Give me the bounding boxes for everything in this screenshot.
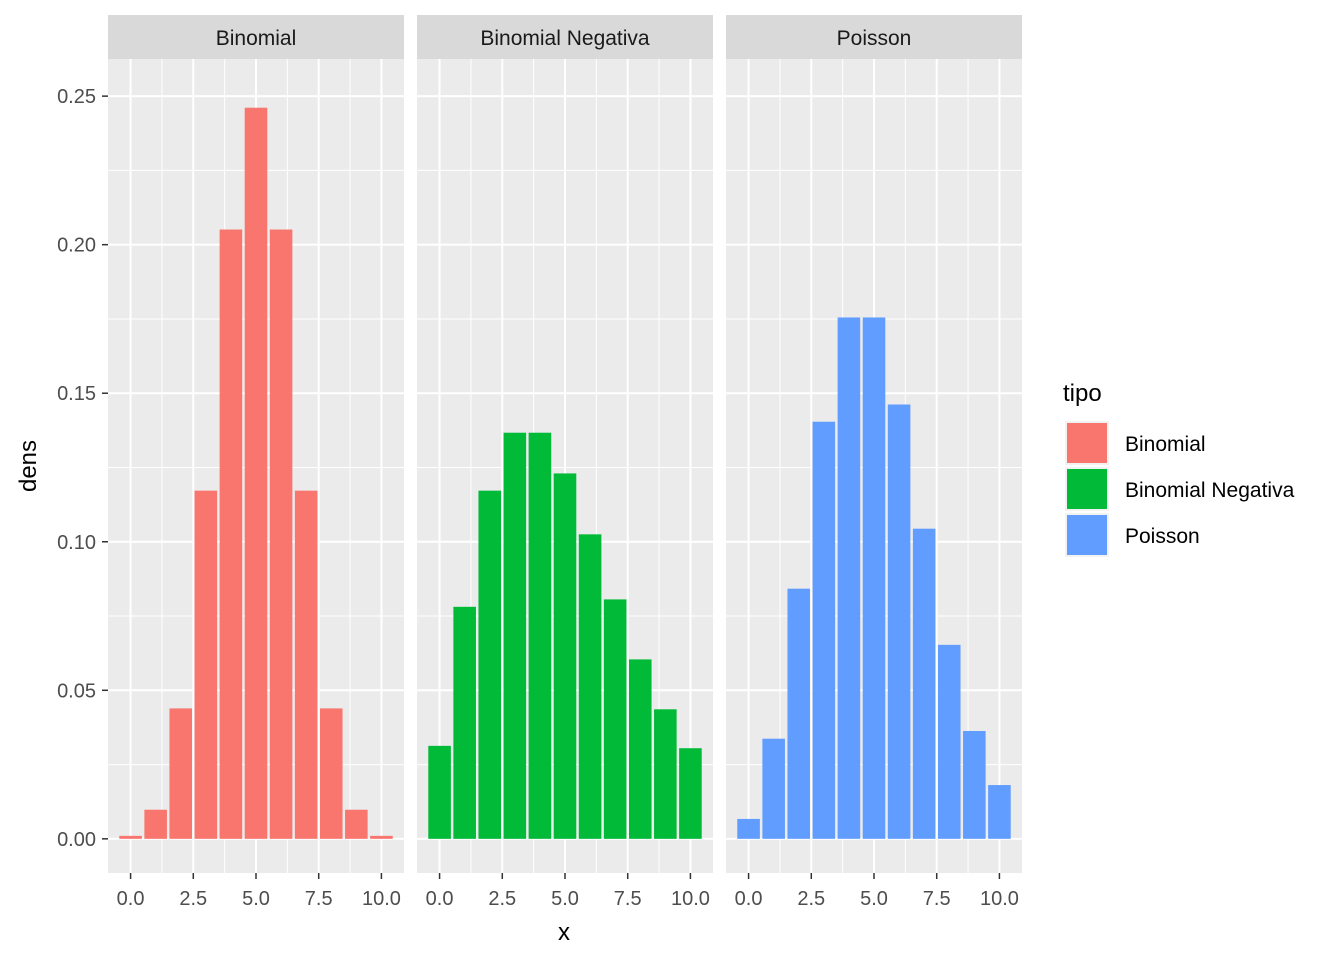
y-tick-label: 0.20 [57, 235, 96, 257]
x-tick-label: 2.5 [179, 888, 207, 910]
x-tick-label: 2.5 [797, 888, 825, 910]
x-tick-label: 5.0 [551, 888, 579, 910]
bar [244, 107, 268, 839]
y-tick-label: 0.15 [57, 383, 96, 405]
y-tick-label: 0.05 [57, 680, 96, 702]
x-tick-label: 0.0 [117, 888, 145, 910]
x-tick-label: 10.0 [980, 888, 1019, 910]
bar [837, 317, 861, 839]
legend-item-binomial-negativa: Binomial Negativa [1065, 467, 1295, 511]
y-tick-label: 0.25 [57, 86, 96, 108]
legend-label: Binomial Negativa [1125, 479, 1295, 502]
bar [654, 709, 677, 839]
bar [169, 708, 193, 839]
x-tick-label: 10.0 [362, 888, 401, 910]
bar [628, 659, 652, 839]
bar [119, 835, 142, 839]
bar [294, 490, 318, 839]
bar [862, 317, 886, 839]
bar [737, 818, 760, 839]
legend-label: Poisson [1125, 525, 1200, 548]
bar [937, 644, 961, 839]
legend: tipo Binomial Binomial Negativa Poisson [1063, 380, 1295, 557]
x-tick-label: 5.0 [242, 888, 270, 910]
x-axis-title: x [558, 919, 570, 946]
bar [528, 432, 552, 839]
bar [578, 534, 602, 839]
x-tick-label: 0.0 [426, 888, 454, 910]
legend-item-poisson: Poisson [1065, 513, 1200, 557]
legend-swatch [1067, 515, 1107, 555]
y-tick-label: 0.10 [57, 532, 96, 554]
bar [345, 809, 368, 839]
y-axis: 0.00 0.05 0.10 0.15 0.20 0.25 [57, 86, 108, 851]
bar [812, 421, 836, 839]
panel-poisson: Poisson 0.0 2.5 5.0 7.5 10.0 [726, 15, 1022, 910]
facet-strip [108, 15, 404, 59]
x-tick-label: 0.0 [735, 888, 763, 910]
bar [144, 809, 167, 839]
panel-binomial-negativa: Binomial Negativa 0.0 2.5 5.0 7.5 10.0 [417, 15, 713, 910]
bar [503, 432, 527, 839]
x-tick-label: 2.5 [488, 888, 516, 910]
legend-title: tipo [1063, 380, 1102, 407]
bar [370, 835, 393, 839]
bar [194, 490, 218, 839]
facet-strip [417, 15, 713, 59]
x-tick-label: 5.0 [860, 888, 888, 910]
facet-strip-label: Binomial Negativa [480, 27, 650, 50]
bar [553, 473, 577, 839]
bar [679, 748, 702, 839]
bar [319, 708, 343, 839]
bar [269, 229, 293, 839]
legend-swatch [1067, 469, 1107, 509]
bar [453, 606, 476, 839]
bar [428, 745, 451, 839]
legend-swatch [1067, 423, 1107, 463]
x-tick-label: 7.5 [614, 888, 642, 910]
legend-item-binomial: Binomial [1065, 421, 1206, 465]
facet-strip [726, 15, 1022, 59]
facet-strip-label: Binomial [216, 27, 297, 50]
bar [912, 528, 936, 839]
bar [762, 738, 785, 839]
bar [219, 229, 243, 839]
x-tick-label: 10.0 [671, 888, 710, 910]
y-tick-label: 0.00 [57, 829, 96, 851]
bar [887, 404, 911, 839]
bar [988, 785, 1011, 839]
bar [603, 599, 627, 839]
bar [963, 730, 986, 839]
x-tick-label: 7.5 [923, 888, 951, 910]
facet-strip-label: Poisson [837, 27, 912, 50]
y-axis-title: dens [15, 440, 42, 492]
bar [478, 490, 502, 839]
legend-label: Binomial [1125, 433, 1206, 456]
bar [787, 588, 811, 839]
x-tick-label: 7.5 [305, 888, 333, 910]
panel-binomial: Binomial 0.0 2.5 5.0 7.5 10.0 [108, 15, 404, 910]
